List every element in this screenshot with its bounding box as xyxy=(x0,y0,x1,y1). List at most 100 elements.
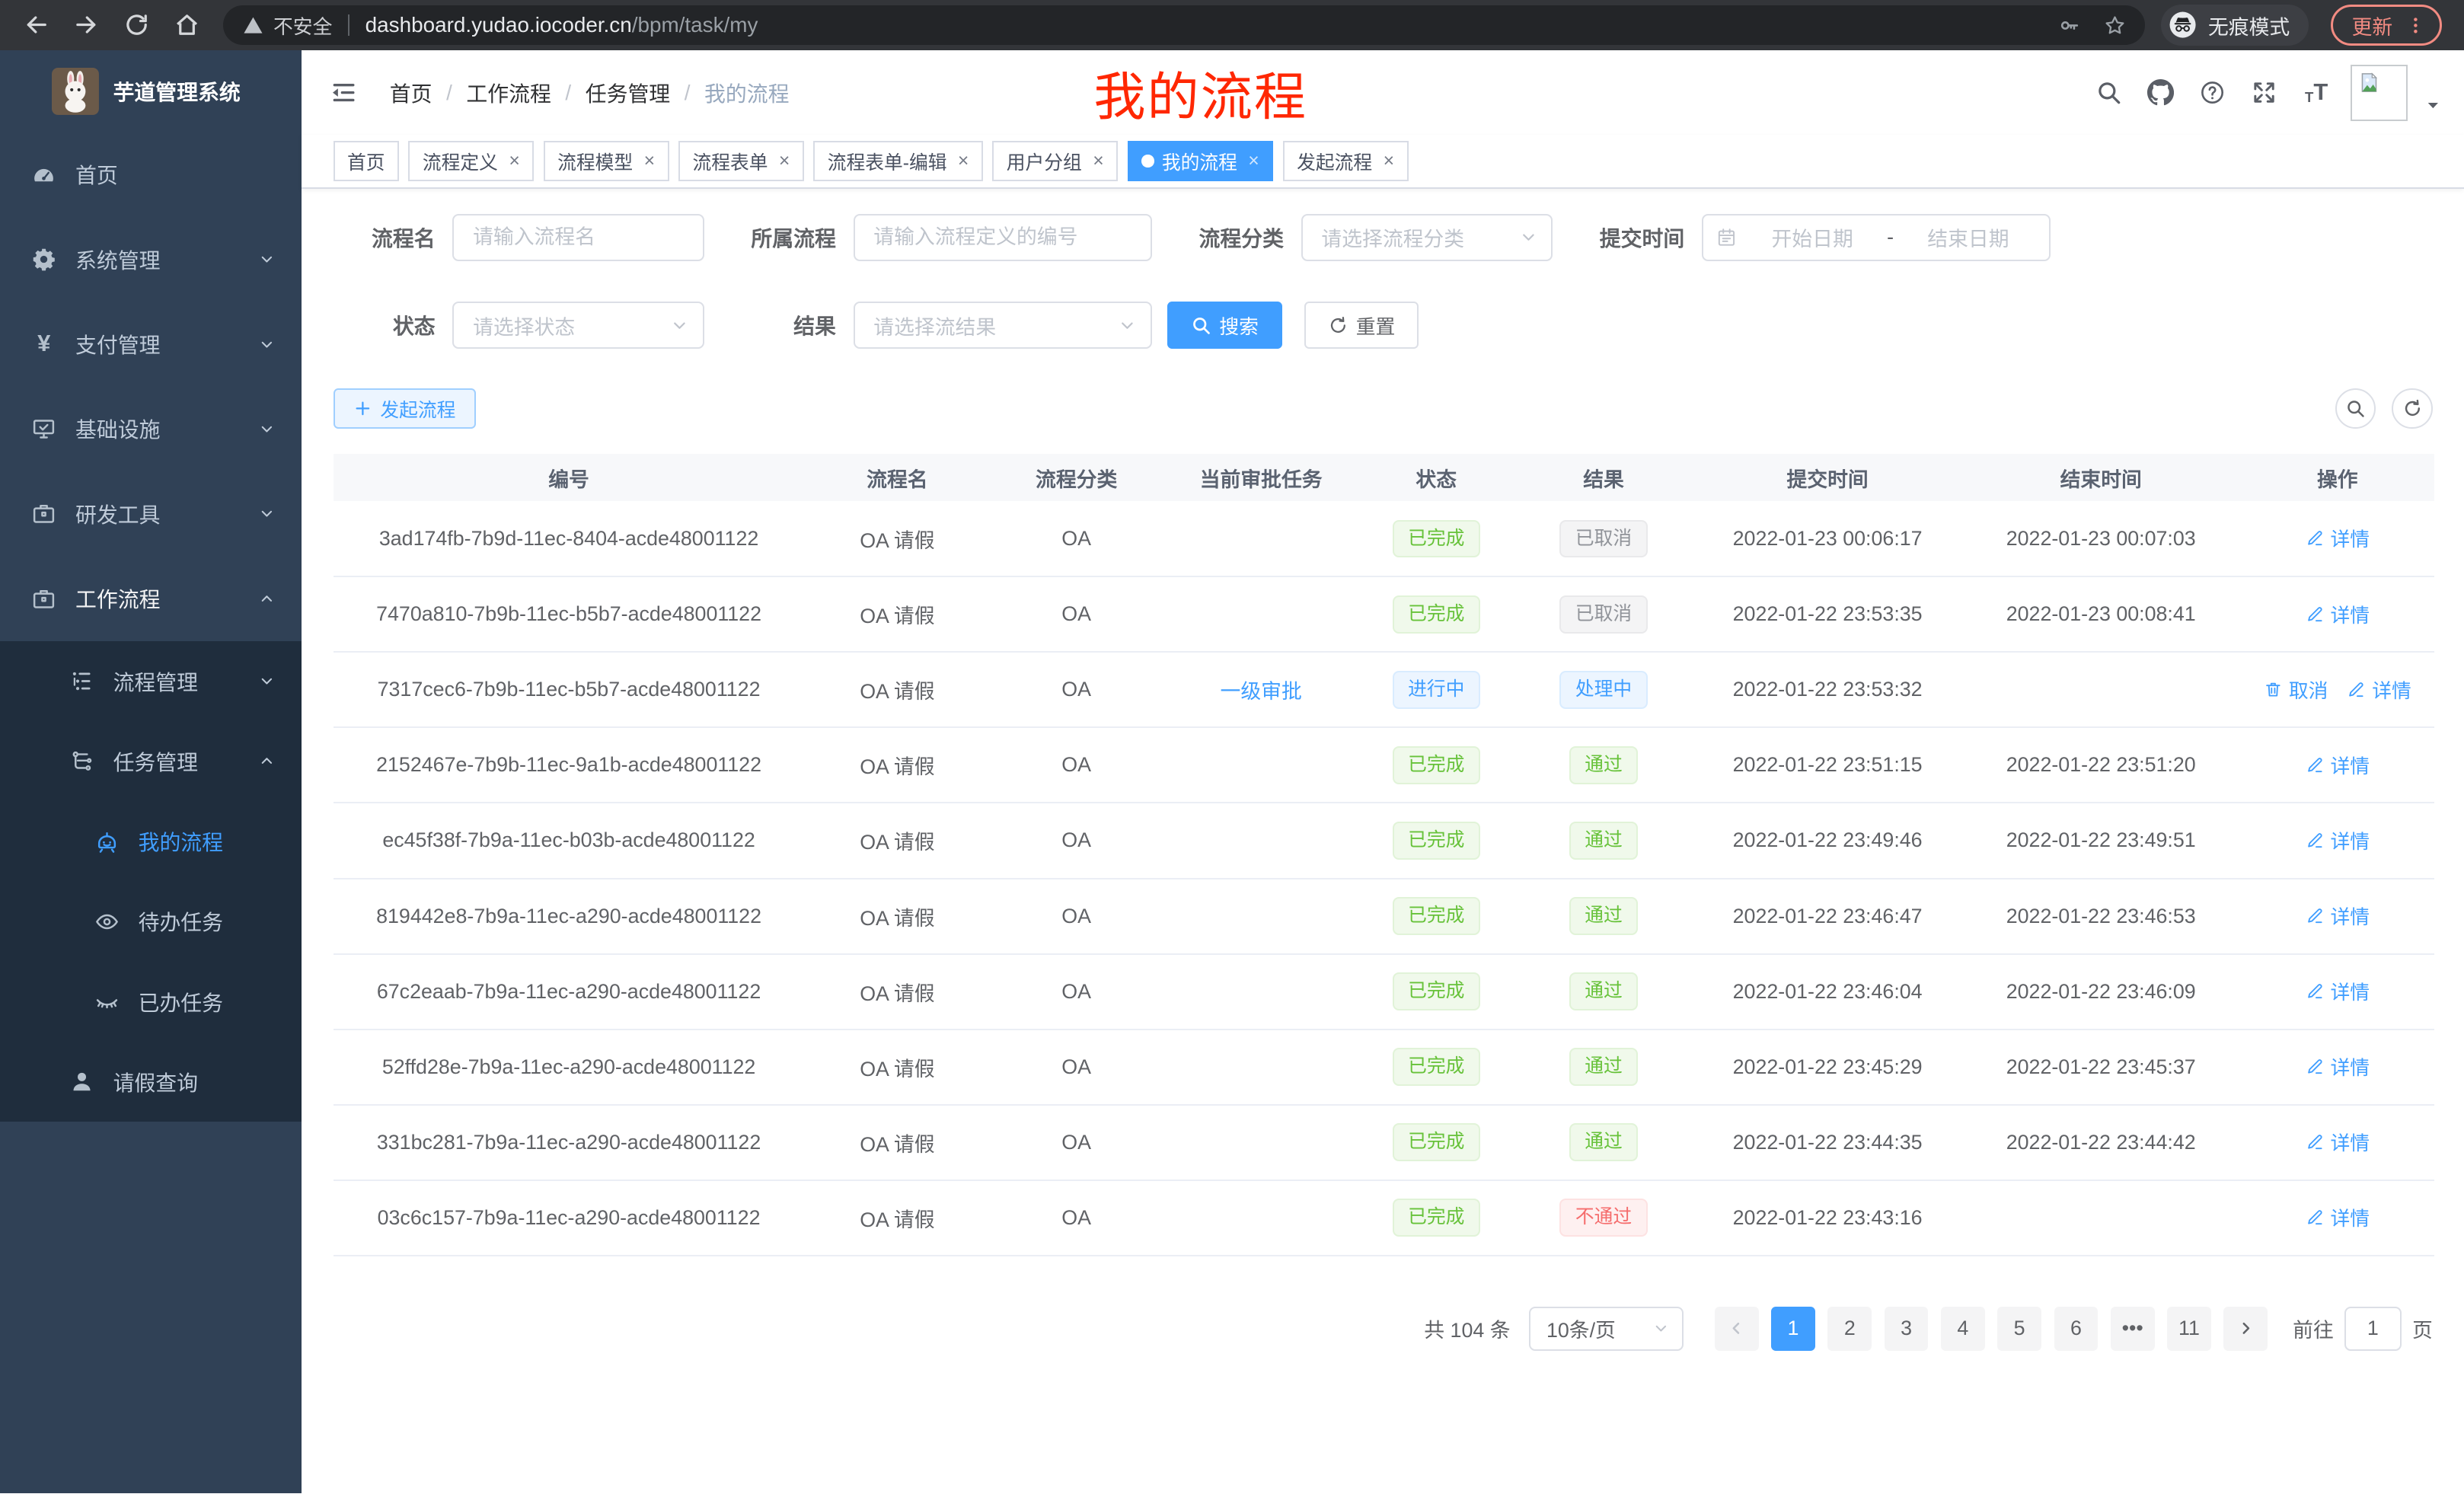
page-button-3[interactable]: 3 xyxy=(1884,1306,1929,1351)
action-detail-link[interactable]: 详情 xyxy=(2306,751,2370,779)
app-logo-row[interactable]: 芋道管理系统 xyxy=(0,50,302,132)
prev-page-button[interactable] xyxy=(1714,1306,1759,1351)
action-detail-link[interactable]: 详情 xyxy=(2306,1203,2370,1231)
tab-process-definition[interactable]: 流程定义 × xyxy=(408,140,535,182)
action-detail-link[interactable]: 详情 xyxy=(2306,600,2370,628)
sidebar-item-done-tasks[interactable]: 已办任务 xyxy=(0,961,302,1042)
chevron-down-icon[interactable] xyxy=(2424,97,2442,114)
parent-process-input[interactable] xyxy=(853,213,1152,261)
reset-button[interactable]: 重置 xyxy=(1304,302,1419,350)
search-button[interactable]: 搜索 xyxy=(1167,302,1282,350)
start-process-button[interactable]: 发起流程 xyxy=(333,388,477,429)
sidebar-item-leave-query[interactable]: 请假查询 xyxy=(0,1042,302,1122)
cell-end-time: 2022-01-22 23:51:20 xyxy=(1961,727,2241,804)
action-detail-link[interactable]: 详情 xyxy=(2306,1052,2370,1081)
close-icon[interactable]: × xyxy=(643,150,656,171)
close-icon[interactable]: × xyxy=(1383,150,1395,171)
browser-home-button[interactable] xyxy=(167,5,208,46)
submit-time-range-input[interactable]: 开始日期 - 结束日期 xyxy=(1701,213,2051,261)
tab-my-process[interactable]: 我的流程 × xyxy=(1127,140,1274,182)
goto-page-input[interactable] xyxy=(2344,1306,2402,1351)
tab-process-form[interactable]: 流程表单 × xyxy=(678,140,804,182)
current-task-link[interactable]: 一级审批 xyxy=(1220,680,1302,704)
cell-category: OA xyxy=(990,878,1163,955)
column-header: 流程分类 xyxy=(990,454,1163,502)
close-icon[interactable]: × xyxy=(1093,150,1104,171)
sidebar-item-todo-tasks[interactable]: 待办任务 xyxy=(0,881,302,962)
close-icon[interactable]: × xyxy=(1248,150,1259,171)
bookmark-star-icon[interactable] xyxy=(2103,14,2127,37)
action-detail-link[interactable]: 详情 xyxy=(2306,1128,2370,1156)
close-icon[interactable]: × xyxy=(957,150,969,171)
sidebar-collapse-button[interactable] xyxy=(327,75,361,110)
sidebar-item-home[interactable]: 首页 xyxy=(0,132,302,216)
github-button[interactable] xyxy=(2143,75,2178,110)
page-button-4[interactable]: 4 xyxy=(1940,1306,1985,1351)
search-toggle-button[interactable] xyxy=(2335,388,2376,429)
page-button-11[interactable]: 11 xyxy=(2167,1306,2211,1351)
header-search-button[interactable] xyxy=(2092,75,2126,110)
cell-id: 67c2eaab-7b9a-11ec-a290-acde48001122 xyxy=(333,953,805,1030)
sidebar-item-dev-tools[interactable]: 研发工具 xyxy=(0,471,302,556)
refresh-table-button[interactable] xyxy=(2392,388,2433,429)
process-name-input[interactable] xyxy=(452,213,704,261)
cell-submit-time: 2022-01-23 00:06:17 xyxy=(1693,501,1961,578)
app-title: 芋道管理系统 xyxy=(113,80,241,104)
key-icon[interactable] xyxy=(2057,14,2081,37)
action-detail-link[interactable]: 详情 xyxy=(2306,977,2370,1005)
help-button[interactable] xyxy=(2195,75,2229,110)
sidebar-item-process-mgmt[interactable]: 流程管理 xyxy=(0,640,302,722)
sidebar-item-payment[interactable]: ¥ 支付管理 xyxy=(0,302,302,386)
update-button[interactable]: 更新 xyxy=(2330,5,2443,46)
page-button-1[interactable]: 1 xyxy=(1771,1306,1815,1351)
status-badge: 已完成 xyxy=(1392,519,1480,558)
cell-submit-time: 2022-01-22 23:53:32 xyxy=(1693,652,1961,729)
tab-process-form-edit[interactable]: 流程表单-编辑 × xyxy=(813,140,983,182)
cell-id: 7317cec6-7b9b-11ec-b5b7-acde48001122 xyxy=(333,652,805,729)
sidebar-item-system[interactable]: 系统管理 xyxy=(0,217,302,302)
sidebar-item-infrastructure[interactable]: 基础设施 xyxy=(0,387,302,471)
next-page-button[interactable] xyxy=(2223,1306,2268,1351)
breadcrumb-task-mgmt: 任务管理 xyxy=(585,81,671,106)
tab-process-model[interactable]: 流程模型 × xyxy=(543,140,669,182)
tab-home[interactable]: 首页 xyxy=(333,140,399,182)
fullscreen-button[interactable] xyxy=(2247,75,2281,110)
sidebar-item-task-mgmt[interactable]: 任务管理 xyxy=(0,721,302,802)
chevron-down-icon xyxy=(1117,315,1138,336)
home-icon xyxy=(174,11,200,38)
breadcrumb-home[interactable]: 首页 xyxy=(389,81,432,106)
incognito-label: 无痕模式 xyxy=(2207,15,2290,39)
avatar[interactable] xyxy=(2351,64,2408,121)
sidebar-item-my-process[interactable]: 我的流程 xyxy=(0,801,302,882)
action-detail-link[interactable]: 详情 xyxy=(2306,524,2370,552)
result-select[interactable]: 请选择流结果 xyxy=(853,302,1152,350)
address-bar[interactable]: 不安全 dashboard.yudao.iocoder.cn/bpm/task/… xyxy=(223,5,2146,45)
page-button-2[interactable]: 2 xyxy=(1827,1306,1872,1351)
browser-menu-icon[interactable] xyxy=(2405,15,2426,36)
category-select[interactable]: 请选择流程分类 xyxy=(1301,213,1553,261)
browser-reload-button[interactable] xyxy=(116,5,158,46)
page-more-button[interactable]: ••• xyxy=(2110,1306,2155,1351)
page-button-6[interactable]: 6 xyxy=(2054,1306,2099,1351)
tab-user-group[interactable]: 用户分组 × xyxy=(992,140,1119,182)
close-icon[interactable]: × xyxy=(509,150,520,171)
sidebar-item-workflow[interactable]: 工作流程 xyxy=(0,557,302,641)
page-size-select[interactable]: 10条/页 xyxy=(1529,1306,1684,1351)
status-select[interactable]: 请选择状态 xyxy=(452,302,704,350)
search-icon xyxy=(2095,79,2122,106)
status-badge: 已完成 xyxy=(1392,595,1480,634)
action-cancel-link[interactable]: 取消 xyxy=(2264,675,2328,704)
browser-forward-button[interactable] xyxy=(66,5,107,46)
tab-start-process[interactable]: 发起流程 × xyxy=(1282,140,1409,182)
page-button-5[interactable]: 5 xyxy=(1997,1306,2042,1351)
close-icon[interactable]: × xyxy=(778,150,790,171)
cell-submit-time: 2022-01-22 23:46:04 xyxy=(1693,953,1961,1030)
trash-icon xyxy=(2264,680,2283,699)
browser-back-button[interactable] xyxy=(16,5,57,46)
action-detail-link[interactable]: 详情 xyxy=(2306,902,2370,930)
action-detail-link[interactable]: 详情 xyxy=(2306,826,2370,854)
action-detail-link[interactable]: 详情 xyxy=(2347,675,2411,704)
cell-id: 03c6c157-7b9a-11ec-a290-acde48001122 xyxy=(333,1180,805,1256)
